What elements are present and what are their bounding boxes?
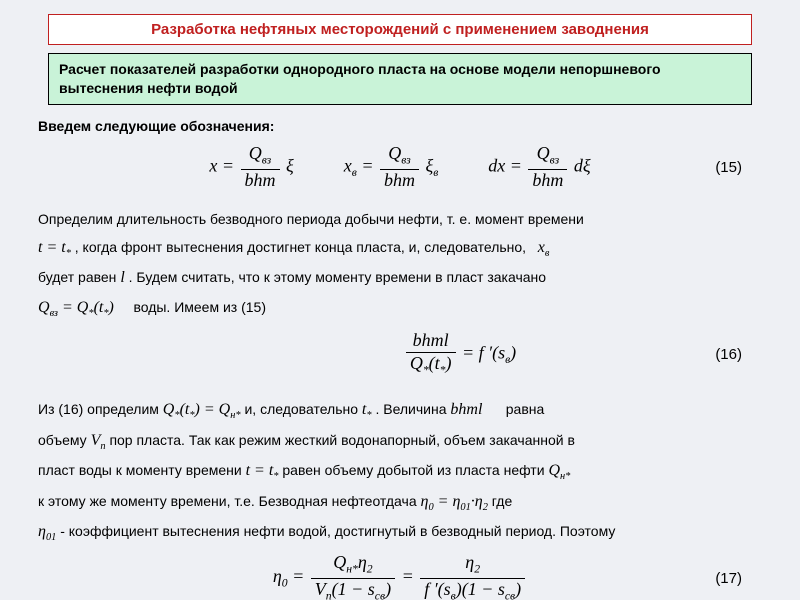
page: Разработка нефтяных месторождений с прим… xyxy=(0,0,800,600)
equation-16-row: bhml Q*(t*) = f ′(sв) (16) xyxy=(138,331,782,377)
equation-15-row: x = Qвз bhm ξ xв = Qвз bhm ξв dx = Qвз b… xyxy=(18,144,782,190)
eq17: η0 = Qн*η2 Vп(1 − sсв) = η2 f ′(sв)(1 − … xyxy=(273,553,527,600)
eq16-number: (16) xyxy=(715,346,742,363)
eq15-number: (15) xyxy=(715,159,742,176)
subtitle: Расчет показателей разработки однородног… xyxy=(48,53,752,105)
intro-text: Введем следующие обозначения: xyxy=(38,117,762,137)
eq17-number: (17) xyxy=(715,570,742,587)
equation-17-row: η0 = Qн*η2 Vп(1 − sсв) = η2 f ′(sв)(1 − … xyxy=(18,553,782,600)
paragraph-2: Из (16) определим Q*(t*) = Qн* и, следов… xyxy=(38,395,762,547)
eq15-b: xв = Qвз bhm ξв xyxy=(344,144,439,190)
paragraph-1: Определим длительность безводного период… xyxy=(38,207,762,323)
main-title: Разработка нефтяных месторождений с прим… xyxy=(48,14,752,45)
eq16: bhml Q*(t*) = f ′(sв) xyxy=(404,331,516,377)
eq15-c: dx = Qвз bhm dξ xyxy=(488,144,590,190)
eq15-a: x = Qвз bhm ξ xyxy=(209,144,293,190)
